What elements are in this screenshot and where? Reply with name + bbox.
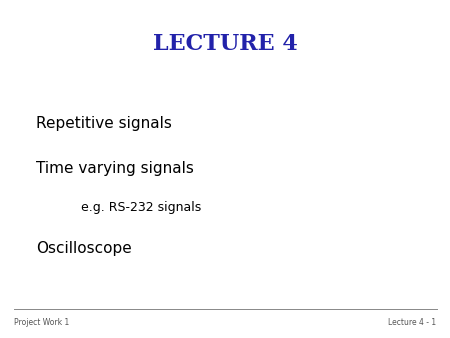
- Text: LECTURE 4: LECTURE 4: [153, 33, 297, 55]
- Text: Time varying signals: Time varying signals: [36, 162, 194, 176]
- Text: e.g. RS-232 signals: e.g. RS-232 signals: [81, 201, 201, 214]
- Text: Lecture 4 - 1: Lecture 4 - 1: [388, 318, 436, 327]
- Text: Project Work 1: Project Work 1: [14, 318, 69, 327]
- Text: Repetitive signals: Repetitive signals: [36, 116, 172, 131]
- Text: Oscilloscope: Oscilloscope: [36, 241, 132, 256]
